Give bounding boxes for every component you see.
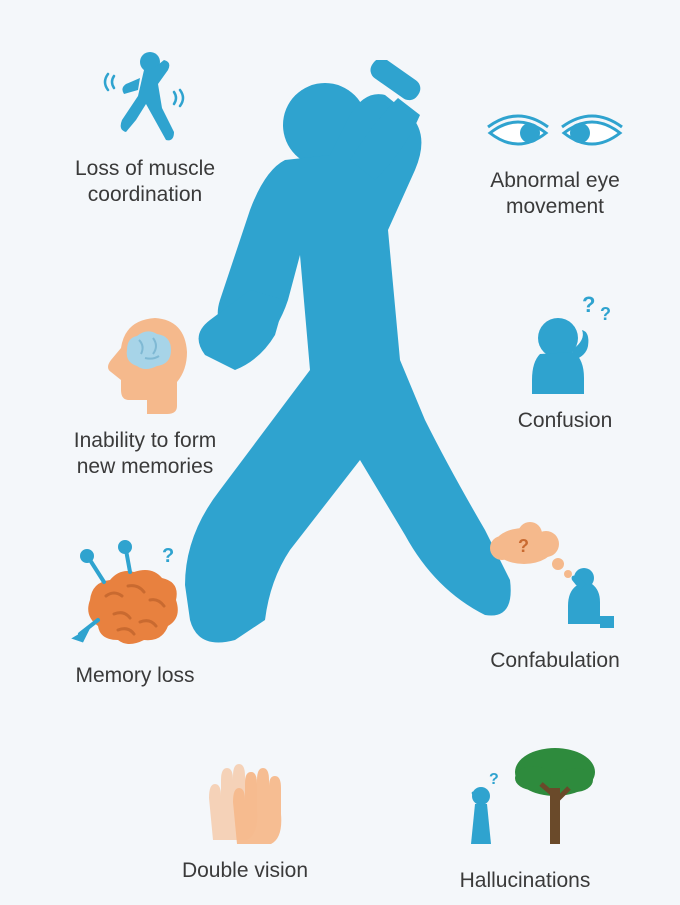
symptom-muscle-coordination: Loss of muscle coordination	[45, 48, 245, 209]
head-brain-icon	[40, 310, 250, 420]
symptom-double-vision: Double vision	[135, 740, 355, 884]
svg-text:?: ?	[489, 771, 499, 788]
symptom-confabulation: ? Confabulation	[455, 520, 655, 674]
symptom-label: Double vision	[135, 858, 355, 884]
symptom-new-memories: Inability to form new memories	[40, 310, 250, 481]
symptom-label: Confabulation	[455, 648, 655, 674]
svg-text:?: ?	[162, 545, 174, 567]
symptom-label: Hallucinations	[420, 868, 630, 894]
svg-text:?: ?	[582, 292, 595, 317]
symptom-hallucinations: ? Hallucinations	[420, 740, 630, 894]
symptom-confusion: ? ? Confusion	[475, 290, 655, 434]
confused-person-icon: ? ?	[475, 290, 655, 400]
symptom-label: Loss of muscle coordination	[45, 156, 245, 209]
brain-arrows-icon: ?	[35, 540, 235, 655]
thinker-cloud-icon: ?	[455, 520, 655, 640]
symptom-label: Memory loss	[35, 663, 235, 689]
symptom-label: Abnormal eye movement	[455, 168, 655, 221]
person-tree-icon: ?	[420, 740, 630, 860]
svg-text:?: ?	[518, 536, 529, 556]
symptom-label: Inability to form new memories	[40, 428, 250, 481]
symptom-abnormal-eye: Abnormal eye movement	[455, 105, 655, 221]
double-hands-icon	[135, 740, 355, 850]
stumbling-figure-icon	[45, 48, 245, 148]
svg-text:?: ?	[600, 304, 611, 324]
symptom-label: Confusion	[475, 408, 655, 434]
eyes-icon	[455, 105, 655, 160]
symptom-memory-loss: ? Memory loss	[35, 540, 235, 689]
